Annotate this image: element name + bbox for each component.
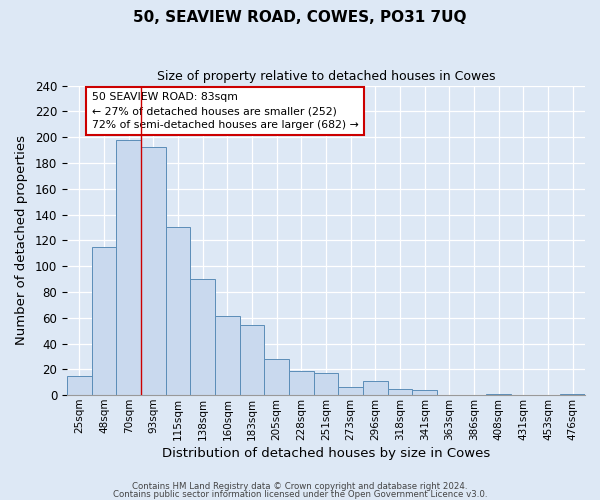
Title: Size of property relative to detached houses in Cowes: Size of property relative to detached ho… bbox=[157, 70, 495, 83]
Bar bbox=[116, 140, 141, 395]
Text: Contains public sector information licensed under the Open Government Licence v3: Contains public sector information licen… bbox=[113, 490, 487, 499]
Bar bbox=[388, 388, 412, 395]
Bar bbox=[215, 316, 239, 395]
Bar bbox=[338, 388, 363, 395]
Bar bbox=[265, 359, 289, 395]
Bar bbox=[166, 228, 190, 395]
Bar bbox=[363, 381, 388, 395]
Bar bbox=[92, 247, 116, 395]
Bar bbox=[141, 148, 166, 395]
Bar bbox=[412, 390, 437, 395]
Bar bbox=[314, 373, 338, 395]
Bar bbox=[67, 376, 92, 395]
Text: 50 SEAVIEW ROAD: 83sqm
← 27% of detached houses are smaller (252)
72% of semi-de: 50 SEAVIEW ROAD: 83sqm ← 27% of detached… bbox=[92, 92, 358, 130]
Bar bbox=[560, 394, 585, 395]
Text: Contains HM Land Registry data © Crown copyright and database right 2024.: Contains HM Land Registry data © Crown c… bbox=[132, 482, 468, 491]
Bar bbox=[239, 326, 265, 395]
Bar bbox=[487, 394, 511, 395]
Y-axis label: Number of detached properties: Number of detached properties bbox=[15, 136, 28, 346]
Text: 50, SEAVIEW ROAD, COWES, PO31 7UQ: 50, SEAVIEW ROAD, COWES, PO31 7UQ bbox=[133, 10, 467, 25]
Bar bbox=[190, 279, 215, 395]
X-axis label: Distribution of detached houses by size in Cowes: Distribution of detached houses by size … bbox=[162, 447, 490, 460]
Bar bbox=[289, 370, 314, 395]
